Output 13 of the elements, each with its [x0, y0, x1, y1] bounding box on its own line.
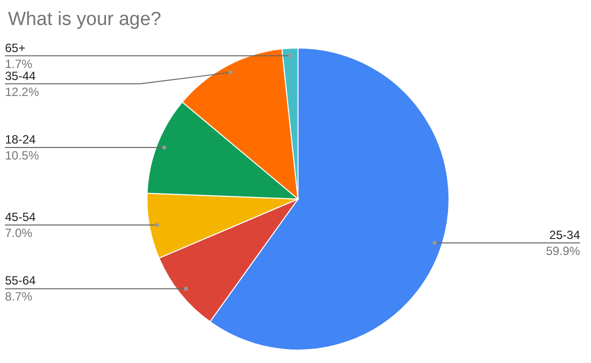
- slice-label: 25-34: [549, 228, 580, 242]
- slice-label: 18-24: [5, 132, 36, 146]
- slice-label: 35-44: [5, 68, 36, 83]
- chart-title: What is your age?: [8, 9, 162, 30]
- data-label: 1.7%: [5, 56, 33, 71]
- data-label: 12.2%: [5, 84, 40, 99]
- data-label: 10.5%: [5, 148, 40, 162]
- data-label: 8.7%: [5, 290, 33, 304]
- slice-label: 55-64: [5, 274, 36, 288]
- slice-label: 45-54: [5, 210, 36, 224]
- data-label: 7.0%: [5, 226, 33, 240]
- data-label: 59.9%: [546, 244, 580, 258]
- slice-label: 65+: [5, 40, 26, 55]
